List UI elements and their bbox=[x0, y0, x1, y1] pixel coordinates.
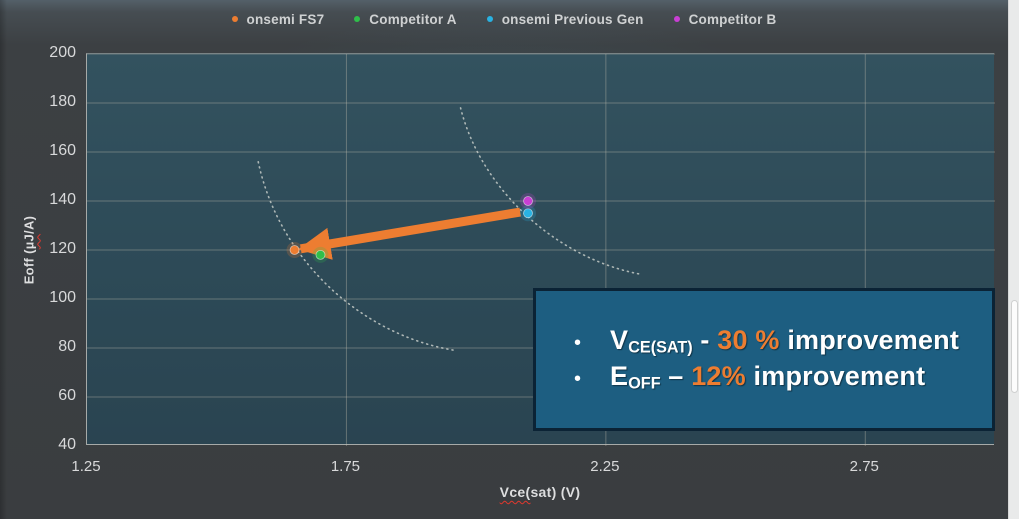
y-tick-label: 40 bbox=[58, 436, 76, 453]
y-tick-label: 60 bbox=[58, 387, 76, 404]
legend-label: onsemi Previous Gen bbox=[501, 11, 644, 27]
improvement-arrow-shaft bbox=[298, 207, 521, 260]
legend-item-onsemi-fs7: onsemi FS7 bbox=[231, 11, 325, 27]
scrollbar-track[interactable] bbox=[1008, 0, 1019, 519]
legend-dot-icon bbox=[486, 16, 493, 22]
legend-label: onsemi FS7 bbox=[246, 11, 325, 27]
x-axis-title: Vce(sat) (V) bbox=[500, 484, 581, 500]
point-onsemi-previous-gen bbox=[523, 208, 533, 219]
legend-dot-icon bbox=[354, 16, 361, 22]
callout-line-vcesat: • VCE(SAT) - 30 % improvement bbox=[566, 325, 992, 358]
point-competitor-a bbox=[315, 249, 326, 260]
fs7-tradeoff-curve bbox=[257, 161, 457, 352]
point-onsemi-fs7 bbox=[289, 245, 300, 255]
data-points bbox=[286, 193, 537, 263]
bullet-icon: • bbox=[574, 368, 582, 390]
legend-label: Competitor A bbox=[369, 11, 457, 27]
legend-item-onsemi-previous-gen: onsemi Previous Gen bbox=[486, 11, 644, 27]
y-tick-label: 80 bbox=[58, 338, 76, 355]
y-tick-label: 180 bbox=[49, 93, 76, 110]
x-tick-label: 1.25 bbox=[71, 458, 101, 475]
bullet-icon: • bbox=[574, 332, 582, 355]
scrollbar-thumb[interactable] bbox=[1010, 300, 1018, 393]
callout-text-eoff: EOFF – 12% improvement bbox=[610, 361, 926, 393]
legend-label: Competitor B bbox=[688, 11, 777, 27]
point-competitor-b bbox=[523, 196, 533, 206]
legend-item-competitor-b: Competitor B bbox=[673, 11, 777, 27]
x-tick-label: 2.75 bbox=[849, 458, 879, 475]
callout-line-eoff: • EOFF – 12% improvement bbox=[566, 361, 992, 394]
y-tick-label: 120 bbox=[49, 240, 76, 257]
chart-legend: onsemi FS7 Competitor A onsemi Previous Ge… bbox=[0, 10, 1008, 28]
callout-box: • VCE(SAT) - 30 % improvement • EOFF – 1… bbox=[533, 288, 995, 431]
highlight-value: 30 % bbox=[717, 325, 780, 356]
legend-item-competitor-a: Competitor A bbox=[354, 11, 457, 27]
y-tick-label: 100 bbox=[49, 289, 76, 306]
legend-dot-icon bbox=[673, 16, 680, 22]
y-tick-label: 140 bbox=[49, 191, 76, 208]
y-title-spellcheck-squiggle: µJ bbox=[21, 233, 37, 250]
callout-text-vcesat: VCE(SAT) - 30 % improvement bbox=[610, 325, 960, 357]
x-tick-label: 2.25 bbox=[590, 458, 620, 475]
improvement-arrow bbox=[298, 207, 521, 260]
x-tick-label: 1.75 bbox=[330, 458, 361, 475]
y-tick-label: 160 bbox=[49, 142, 76, 159]
y-title-pre: Eoff ( bbox=[21, 249, 37, 285]
x-title-spellcheck-squiggle: Vce( bbox=[499, 484, 531, 500]
legend-dot-icon bbox=[231, 16, 238, 22]
x-title-post: sat) (V) bbox=[530, 484, 581, 500]
y-tick-label: 200 bbox=[49, 44, 76, 61]
highlight-value: 12% bbox=[691, 361, 746, 391]
y-axis-title: Eoff (µJ/A) bbox=[22, 216, 37, 285]
y-title-post: /A) bbox=[21, 215, 37, 234]
